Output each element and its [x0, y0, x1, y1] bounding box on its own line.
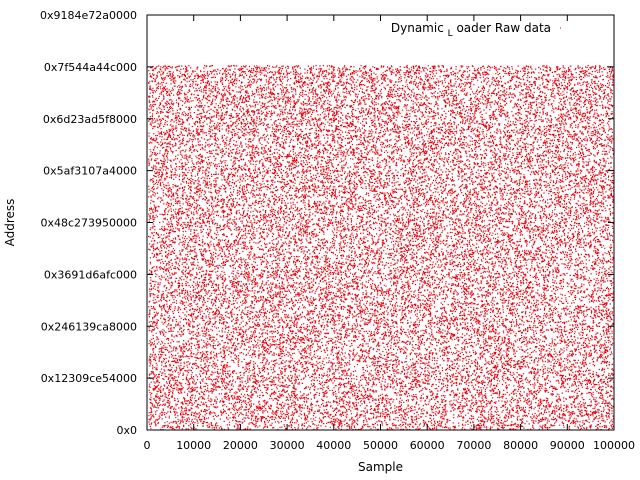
- x-tick-label: 90000: [550, 439, 585, 452]
- legend-label: Dynamic L oader Raw data: [391, 21, 551, 39]
- scatter-point: [148, 65, 615, 431]
- y-tick-label: 0x0: [116, 424, 137, 437]
- plot-frame: [146, 14, 615, 431]
- y-tick-label: 0x48c273950000: [40, 217, 137, 230]
- y-tick-label: 0x5af3107a4000: [43, 165, 137, 178]
- legend-label-suffix: oader Raw data: [456, 21, 551, 35]
- y-tick-label: 0x9184e72a0000: [40, 9, 137, 22]
- x-tick-label: 0: [144, 439, 151, 452]
- legend-label-prefix: Dynamic: [391, 21, 444, 35]
- legend-label-subscript: L: [448, 29, 453, 39]
- x-tick-label: 70000: [456, 439, 491, 452]
- x-tick-label: 30000: [270, 439, 305, 452]
- x-axis-title: Sample: [358, 460, 403, 474]
- x-tick-label: 60000: [410, 439, 445, 452]
- y-tick-label: 0x7f544a44c000: [44, 61, 137, 74]
- x-tick-label: 20000: [223, 439, 258, 452]
- legend: Dynamic L oader Raw data: [391, 21, 604, 39]
- y-axis: 0x0 0x12309ce54000 0x246139ca8000 0x3691d6a…: [40, 9, 614, 437]
- x-axis: 0 10000 20000 30000 40000 50000 60000 70000 8000…: [144, 15, 635, 452]
- y-tick-label: 0x12309ce54000: [41, 372, 137, 385]
- x-tick-label: 50000: [363, 439, 398, 452]
- y-axis-title: Address: [3, 199, 17, 247]
- y-tick-label: 0x6d23ad5f8000: [43, 113, 137, 126]
- x-tick-label: 80000: [503, 439, 538, 452]
- x-tick-label: 100000: [593, 439, 635, 452]
- y-tick-label: 0x246139ca8000: [41, 320, 137, 333]
- y-tick-label: 0x3691d6afc000: [44, 268, 137, 281]
- x-tick-label: 10000: [176, 439, 211, 452]
- scatter-points: [148, 65, 615, 431]
- x-tick-label: 40000: [316, 439, 351, 452]
